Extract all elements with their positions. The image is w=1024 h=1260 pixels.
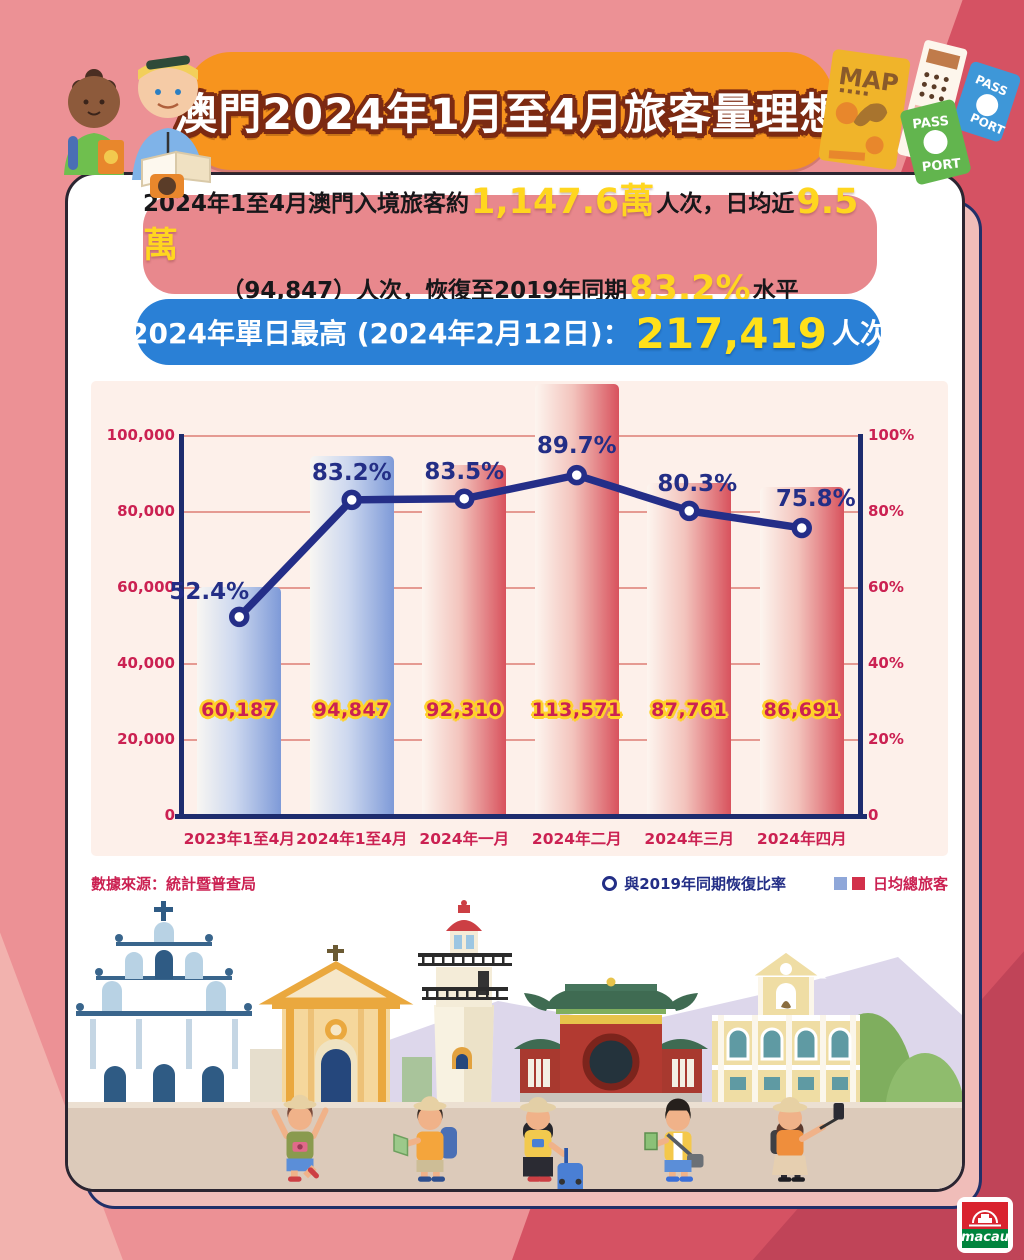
y-axis-tick-right: 20% [868,730,904,748]
y-axis-tick-left: 60,000 [117,578,175,596]
passport-label: PASS [912,114,950,133]
macau-skyline-illustration [68,900,962,1189]
legend-line-label: 與2019年同期恢復比率 [624,875,786,893]
content-card: 2024年1至4月澳門入境旅客約1,147.6萬人次，日均近9.5萬 （94,8… [65,172,965,1192]
bar-value-label: 92,310 [426,699,503,721]
bar-2024年四月 [759,486,844,816]
y-axis-tick-right: 100% [868,426,915,444]
red-bar-swatch-icon [851,877,865,890]
blue-bar-swatch-icon [833,877,847,890]
tourist-man-reading-map [132,55,211,198]
line-value-label: 83.2% [311,459,392,486]
gridline [183,663,858,665]
bar-value-label: 113,571 [531,699,622,721]
summary-highlight-total: 1,147.6萬 [471,181,655,222]
x-axis-label: 2024年1至4月 [296,830,408,848]
line-value-label: 80.3% [657,470,738,497]
summary-text: 人次，日均近 [656,190,795,217]
summary-line-1: 2024年1至4月澳門入境旅客約1,147.6萬人次，日均近9.5萬 [143,179,877,267]
y-axis-tick-right: 80% [868,502,904,520]
small-building [250,1049,282,1103]
y-axis-tick-left: 40,000 [117,654,175,672]
x-axis-label: 2023年1至4月 [183,830,295,848]
logo-text: macau [961,1230,1009,1245]
y-axis-tick-right: 40% [868,654,904,672]
bar-value-label: 60,187 [201,699,278,721]
bar-value-label: 87,761 [651,699,728,721]
line-value-label: 83.5% [424,458,505,485]
bar-2024年一月 [422,465,507,816]
tourists-illustration [64,55,211,198]
y-axis-tick-left: 0 [164,806,175,824]
bar-value-label: 94,847 [313,699,390,721]
ama-temple [514,977,708,1103]
tourist-man-with-map [393,1096,457,1182]
ground [68,1102,962,1189]
y-axis-tick-left: 20,000 [117,730,175,748]
tourist-jumping-girl [271,1094,329,1182]
right-axis-line [858,434,863,819]
legend-items: 與2019年同期恢復比率 日均總旅客 [602,873,948,894]
tourist-woman-with-suitcase [520,1097,583,1189]
blue-passport-icon: PASS PORT [952,61,1020,142]
line-value-label: 52.4% [169,578,250,605]
guia-lighthouse [418,900,512,1103]
macau-tourism-logo: macau [957,1197,1013,1253]
left-axis-line [179,434,184,819]
line-marker-icon [602,876,618,891]
small-building [402,1057,432,1103]
gridline [183,511,858,513]
x-axis-label: 2024年二月 [531,830,622,848]
legend-bar-label: 日均總旅客 [872,875,948,893]
chart-legend: 數據來源：統計暨普查局 與2019年同期恢復比率 日均總旅客 [91,873,948,894]
x-axis-line [175,814,867,819]
tourist-woman-selfie [770,1097,844,1182]
tourist-kid [64,69,124,175]
y-axis-tick-right: 0 [868,806,879,824]
summary-highlight-daily: 9.5萬 [143,181,859,266]
yellow-church [258,945,414,1102]
x-axis-label: 2024年四月 [756,830,847,848]
bar-2024年1至4月 [309,455,394,816]
passport-label: PORT [921,156,961,175]
tourist-boy-with-map [644,1098,704,1182]
data-source: 數據來源：統計暨普查局 [91,875,257,893]
x-axis-label: 2024年三月 [644,830,735,848]
legend-bar-series: 日均總旅客 [833,873,948,894]
map-booklet-icon: MAP [818,49,911,170]
ruins-st-pauls [76,901,252,1103]
travel-items-illustration: MAP PASS PORT PASS PORT [818,40,1020,185]
x-axis-label: 2024年一月 [419,830,510,848]
gridline [183,435,858,437]
y-axis-tick-left: 100,000 [106,426,175,444]
st-dominics-church [712,949,860,1102]
line-value-label: 75.8% [775,485,856,512]
peak-value: 217,419 [635,308,827,358]
y-axis-tick-left: 80,000 [117,502,175,520]
gridline [183,739,858,741]
legend-line-series: 與2019年同期恢復比率 [602,873,786,894]
summary-box: 2024年1至4月澳門入境旅客約1,147.6萬人次，日均近9.5萬 （94,8… [143,182,877,309]
green-passport-icon: PASS PORT [900,99,971,185]
page-title: 澳門2024年1月至4月旅客量理想 [174,90,844,140]
gridline [183,587,858,589]
bar-value-label: 86,691 [763,699,840,721]
line-value-label: 89.7% [536,433,617,460]
title-banner: 澳門2024年1月至4月旅客量理想 [174,52,843,170]
peak-suffix: 人次 [831,317,888,350]
bar-2024年三月 [647,482,732,816]
summary-text: 2024年1至4月澳門入境旅客約 [143,190,470,217]
ground-edge [68,1102,962,1108]
chart-panel: 100,000 100% 80,000 80% 60,000 60% 40,000 40% 20… [91,381,948,856]
peak-label: 2024年單日最高 (2024年2月12日)： [129,317,631,350]
y-axis-tick-right: 60% [868,578,904,596]
ruins-emblem-icon [969,1210,1001,1227]
peak-box: 2024年單日最高 (2024年2月12日)： 217,419 人次 [129,299,888,365]
